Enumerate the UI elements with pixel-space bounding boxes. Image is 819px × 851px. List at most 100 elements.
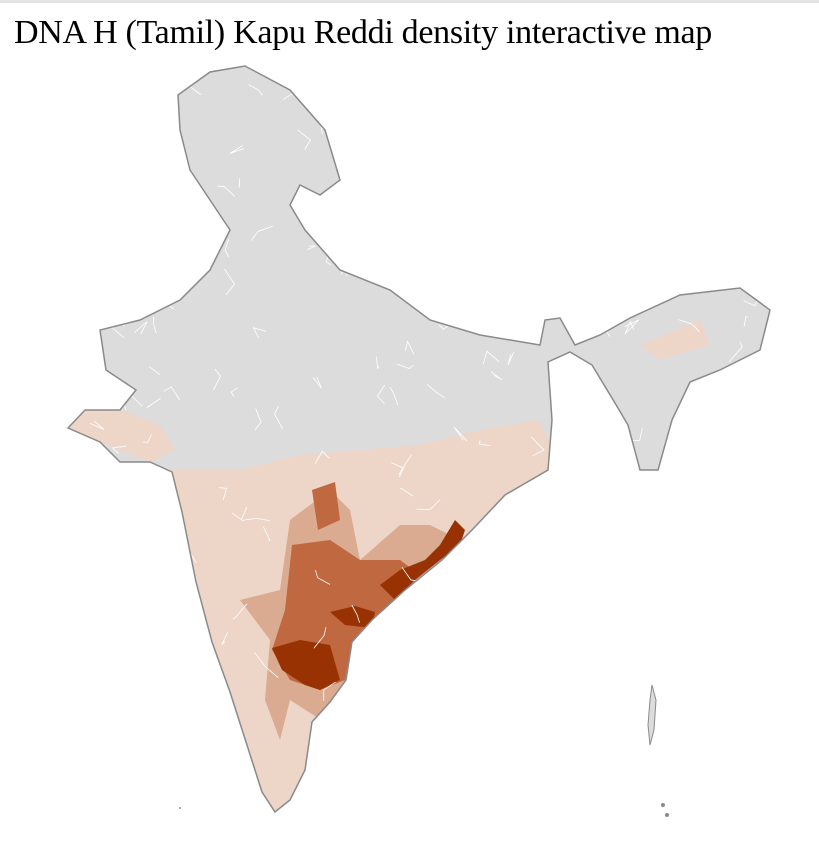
district-line [618, 281, 632, 296]
district-line [532, 184, 548, 200]
district-line [380, 762, 397, 776]
district-line [561, 657, 573, 665]
district-line [685, 740, 696, 754]
district-line [313, 627, 327, 649]
district-line [513, 243, 529, 256]
district-line [89, 420, 105, 430]
district-line [476, 105, 488, 123]
district-line [429, 264, 442, 278]
district-line [138, 550, 150, 567]
district-line [93, 114, 116, 121]
district-line [601, 768, 620, 783]
district-line [694, 461, 716, 475]
district-line [376, 719, 392, 729]
district-line [312, 376, 322, 389]
region-low-density-northeast[interactable] [640, 320, 710, 360]
district-line [117, 186, 122, 195]
district-line [230, 387, 238, 398]
district-line [623, 171, 637, 192]
region-high-density-south[interactable] [272, 640, 340, 690]
district-line [405, 598, 423, 617]
district-line [389, 801, 403, 809]
district-line [69, 660, 79, 674]
district-line [120, 167, 138, 191]
district-line [774, 86, 785, 95]
district-line [759, 108, 770, 134]
district-line [589, 442, 605, 457]
district-line [394, 620, 403, 651]
district-line [118, 84, 131, 97]
district-line [231, 507, 248, 521]
district-line [429, 742, 444, 758]
district-line [595, 186, 612, 202]
district-line [508, 567, 519, 588]
region-high-density-central[interactable] [330, 606, 375, 628]
district-line [135, 99, 160, 119]
district-line [323, 768, 338, 784]
district-line [229, 144, 244, 154]
district-line [527, 233, 557, 241]
district-line [382, 242, 394, 247]
district-line [482, 350, 500, 365]
district-line [412, 172, 418, 181]
district-line [403, 693, 418, 719]
district-line [726, 566, 735, 590]
district-line [535, 660, 546, 673]
district-line [395, 104, 416, 110]
district-line [396, 363, 414, 370]
district-line [626, 765, 633, 790]
district-line [108, 773, 118, 787]
district-line [151, 602, 164, 624]
district-line [124, 111, 137, 127]
district-line [153, 317, 157, 334]
district-line [250, 225, 273, 241]
district-line [509, 783, 524, 792]
district-line [96, 115, 120, 123]
region-mid-high-density-north[interactable] [312, 482, 340, 530]
district-line [678, 319, 700, 333]
district-line [224, 239, 230, 258]
district-line [747, 527, 753, 534]
district-line [738, 66, 749, 81]
district-line [160, 516, 175, 532]
district-line [605, 650, 617, 662]
district-line [68, 539, 87, 556]
page-title: DNA H (Tamil) Kapu Reddi density interac… [14, 14, 712, 51]
district-line [179, 674, 186, 682]
district-line [596, 552, 615, 580]
district-line [312, 797, 320, 805]
district-line [148, 366, 161, 375]
district-line [732, 675, 746, 687]
district-line [563, 507, 578, 519]
district-line [86, 233, 112, 240]
district-line [712, 591, 724, 602]
district-line [540, 518, 556, 532]
district-line [690, 260, 706, 272]
andaman-islands [179, 684, 669, 817]
region-high-density-coast[interactable] [380, 520, 465, 600]
district-line [100, 265, 103, 280]
district-line [654, 518, 668, 542]
region-low-density-northwest[interactable] [68, 410, 175, 462]
district-line [491, 199, 498, 217]
district-line [751, 420, 767, 440]
district-line [606, 93, 622, 118]
district-line [148, 625, 161, 642]
district-line [467, 202, 485, 210]
district-line [727, 785, 734, 808]
district-line [138, 225, 147, 232]
district-line [755, 665, 770, 678]
top-divider [0, 0, 819, 3]
district-line [238, 178, 241, 188]
district-line [219, 487, 228, 500]
district-line [649, 93, 673, 115]
district-line [311, 731, 329, 740]
district-line [469, 97, 484, 114]
district-line [530, 436, 545, 457]
district-line [165, 578, 171, 589]
district-line [353, 153, 361, 166]
district-line [624, 320, 635, 335]
district-line [263, 526, 271, 542]
district-line [505, 250, 509, 264]
